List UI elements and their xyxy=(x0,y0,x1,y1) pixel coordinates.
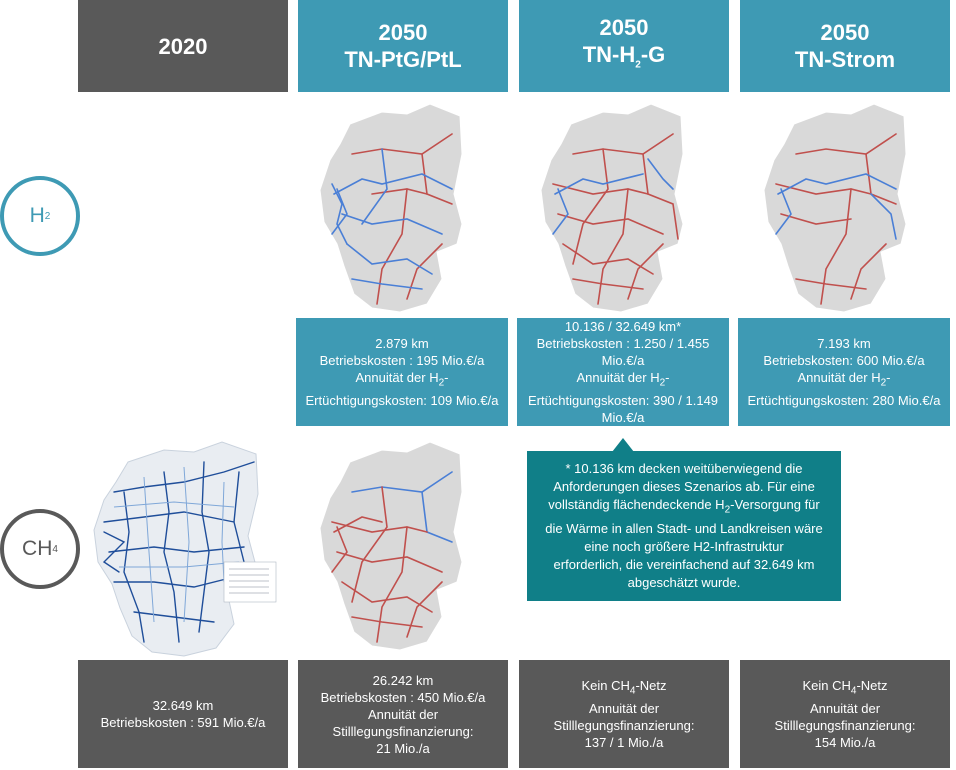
decommissioning-value: 154 Mio./a xyxy=(814,734,876,750)
note-line: vollständig flächendeckende H2-Versorgun… xyxy=(548,497,820,516)
decommissioning-value: 21 Mio./a xyxy=(376,740,430,756)
annuity-label: Annuität der xyxy=(367,706,439,722)
h2-info-ptg-ptl: 2.879 km Betriebskosten : 195 Mio.€/a An… xyxy=(296,318,508,426)
h2-map-ptg-ptl xyxy=(319,103,463,313)
note-line: abgeschätzt wurde. xyxy=(627,574,741,590)
upgrade-costs: Ertüchtigungskosten: 280 Mio.€/a xyxy=(747,392,941,408)
network-length: 10.136 / 32.649 km* xyxy=(564,319,682,335)
annuity-label: Annuität der H2- xyxy=(355,370,449,389)
no-network: Kein CH4-Netz xyxy=(802,678,888,697)
network-length: 32.649 km xyxy=(152,698,214,713)
decommissioning-label: Stilllegungsfinanzierung: xyxy=(332,723,474,739)
note-line: * 10.136 km decken weitüberwiegend die xyxy=(565,461,803,477)
h2-info-strom: 7.193 km Betriebskosten: 600 Mio.€/a Ann… xyxy=(738,318,950,426)
ch4-info-ptg-ptl: 26.242 km Betriebskosten : 450 Mio.€/a A… xyxy=(298,660,508,768)
operating-costs: Betriebskosten : 195 Mio.€/a xyxy=(319,353,485,369)
h2-map-h2-g xyxy=(540,103,684,313)
note-line: erforderlich, die vereinfachend auf 32.6… xyxy=(553,556,815,572)
note-line: Anforderungen dieses Szenarios ab. Für e… xyxy=(553,479,815,495)
footnote-box: * 10.136 km decken weitüberwiegend die A… xyxy=(527,451,841,601)
ch4-info-strom: Kein CH4-Netz Annuität der Stilllegungsf… xyxy=(740,660,950,768)
header-h2-g: 2050 TN-H2-G xyxy=(519,0,729,92)
header-scenario: TN-H2-G xyxy=(582,41,666,71)
network-length: 26.242 km xyxy=(372,672,434,688)
header-year: 2020 xyxy=(158,33,208,59)
network-length: 2.879 km xyxy=(375,336,429,352)
header-year: 2050 xyxy=(378,20,428,45)
network-length: 7.193 km xyxy=(817,336,871,352)
annuity-label: Annuität der xyxy=(588,700,660,716)
operating-costs: Betriebskosten: 600 Mio.€/a xyxy=(763,353,925,369)
header-year: 2050 xyxy=(599,14,649,40)
header-2020: 2020 xyxy=(78,0,288,92)
operating-costs: Betriebskosten : 1.250 / 1.455 xyxy=(536,336,710,352)
header-strom: 2050 TN-Strom xyxy=(740,0,950,92)
upgrade-costs: Ertüchtigungskosten: 109 Mio.€/a xyxy=(305,392,499,408)
note-line: eine noch größere H2-Infrastruktur xyxy=(584,538,784,554)
operating-costs-unit: Mio.€/a xyxy=(601,353,645,369)
note-line: die Wärme in allen Stadt- und Landkreise… xyxy=(545,520,823,536)
ch4-info-2020: 32.649 km Betriebskosten : 591 Mio.€/a xyxy=(78,660,288,768)
annuity-label: Annuität der xyxy=(809,700,881,716)
ch4-map-ptg-ptl xyxy=(319,441,463,651)
ch4-map-2020 xyxy=(93,441,277,657)
header-scenario: TN-Strom xyxy=(794,47,896,72)
no-network: Kein CH4-Netz xyxy=(581,678,667,697)
ch4-info-h2-g: Kein CH4-Netz Annuität der Stilllegungsf… xyxy=(519,660,729,768)
h2-info-h2-g: 10.136 / 32.649 km* Betriebskosten : 1.2… xyxy=(517,318,729,426)
operating-costs: Betriebskosten : 450 Mio.€/a xyxy=(320,689,486,705)
decommissioning-label: Stilllegungsfinanzierung: xyxy=(774,717,916,733)
upgrade-costs: Ertüchtigungskosten: 390 / 1.149 xyxy=(527,392,719,408)
annuity-label: Annuität der H2- xyxy=(797,370,891,389)
header-scenario: TN-PtG/PtL xyxy=(344,47,462,72)
header-year: 2050 xyxy=(820,20,870,45)
operating-costs: Betriebskosten : 591 Mio.€/a xyxy=(100,715,266,730)
annuity-label: Annuität der H2- xyxy=(576,370,670,389)
row-label-ch4: CH 4 xyxy=(0,509,80,589)
decommissioning-label: Stilllegungsfinanzierung: xyxy=(553,717,695,733)
note-pointer xyxy=(612,438,634,452)
header-ptg-ptl: 2050 TN-PtG/PtL xyxy=(298,0,508,92)
h2-map-strom xyxy=(763,103,907,313)
upgrade-costs-unit: Mio.€/a xyxy=(601,409,645,425)
decommissioning-value: 137 / 1 Mio./a xyxy=(584,734,664,750)
